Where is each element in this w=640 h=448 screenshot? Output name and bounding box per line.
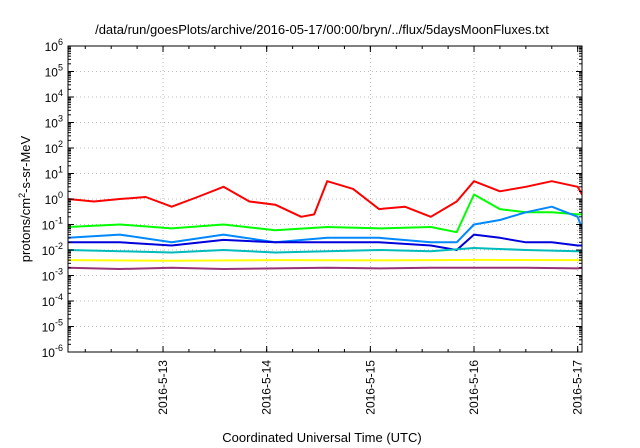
- y-tick-label: 10-3: [42, 267, 63, 284]
- x-tick-labels: 2016-5-13 2016-5-14 2016-5-15 2016-5-16 2016…: [156, 360, 585, 415]
- y-tick-exponent: -2: [55, 241, 63, 251]
- y-tick-label: 10-5: [42, 318, 63, 335]
- y-tick-label: 102: [45, 139, 63, 156]
- y-tick-exponent: 3: [58, 114, 63, 124]
- y-tick-label: 103: [45, 114, 63, 131]
- y-tick-exponent: -3: [55, 267, 63, 277]
- x-tick-label: 2016-5-15: [363, 360, 377, 415]
- series-line-4: [68, 233, 582, 251]
- y-axis-title-base: protons/cm: [18, 198, 33, 262]
- y-tick-label: 10-4: [42, 292, 63, 309]
- y-tick-label: 105: [45, 63, 63, 80]
- y-tick-base: 10: [45, 117, 59, 131]
- y-tick-base: 10: [45, 168, 59, 182]
- x-tick-label: 2016-5-17: [571, 360, 585, 415]
- y-tick-base: 10: [45, 40, 59, 54]
- y-tick-exponent: -1: [55, 216, 63, 226]
- grid-lines: [68, 46, 582, 352]
- y-tick-exponent: -6: [55, 343, 63, 353]
- y-tick-exponent: 5: [58, 63, 63, 73]
- y-tick-base: 10: [42, 346, 56, 360]
- y-tick-base: 10: [42, 244, 56, 258]
- y-tick-label: 10-6: [42, 343, 63, 360]
- y-tick-base: 10: [45, 66, 59, 80]
- y-axis-title-sup: 2: [17, 193, 27, 198]
- x-tick-label: 2016-5-13: [156, 360, 170, 415]
- y-tick-exponent: 6: [58, 37, 63, 47]
- series-line-6: [68, 258, 582, 262]
- series-line-1: [68, 180, 582, 218]
- x-axis-title: Coordinated Universal Time (UTC): [222, 430, 421, 445]
- series-line-3: [68, 205, 582, 244]
- y-tick-base: 10: [42, 219, 56, 233]
- y-tick-label: 106: [45, 37, 63, 54]
- y-tick-exponent: 4: [58, 88, 63, 98]
- x-tick-label: 2016-5-14: [260, 360, 274, 415]
- series-line-2: [68, 193, 582, 234]
- y-tick-base: 10: [42, 270, 56, 284]
- y-tick-exponent: -5: [55, 318, 63, 328]
- y-tick-base: 10: [45, 142, 59, 156]
- y-tick-label: 101: [45, 165, 63, 182]
- y-axis-title: protons/cm2-s-sr-MeV: [17, 135, 33, 262]
- y-tick-label: 104: [45, 88, 63, 105]
- y-tick-base: 10: [45, 91, 59, 105]
- y-tick-exponent: -4: [55, 292, 63, 302]
- y-axis-title-rest: -s-sr-MeV: [18, 135, 33, 192]
- y-tick-exponent: 2: [58, 139, 63, 149]
- y-tick-exponent: 0: [58, 190, 63, 200]
- series-lines: [68, 180, 582, 270]
- y-tick-exponent: 1: [58, 165, 63, 175]
- y-tick-base: 10: [42, 295, 56, 309]
- series-line-5: [68, 247, 582, 254]
- axis-ticks: [68, 45, 582, 353]
- series-line-7: [68, 266, 582, 270]
- y-tick-label: 10-1: [42, 216, 63, 233]
- y-tick-base: 10: [42, 321, 56, 335]
- x-tick-label: 2016-5-16: [467, 360, 481, 415]
- y-tick-label: 10-2: [42, 241, 63, 258]
- y-tick-base: 10: [45, 193, 59, 207]
- chart-title: /data/run/goesPlots/archive/2016-05-17/0…: [95, 22, 549, 37]
- y-tick-label: 100: [45, 190, 63, 207]
- y-tick-labels: 10-610-510-410-310-210-11001011021031041…: [42, 37, 63, 360]
